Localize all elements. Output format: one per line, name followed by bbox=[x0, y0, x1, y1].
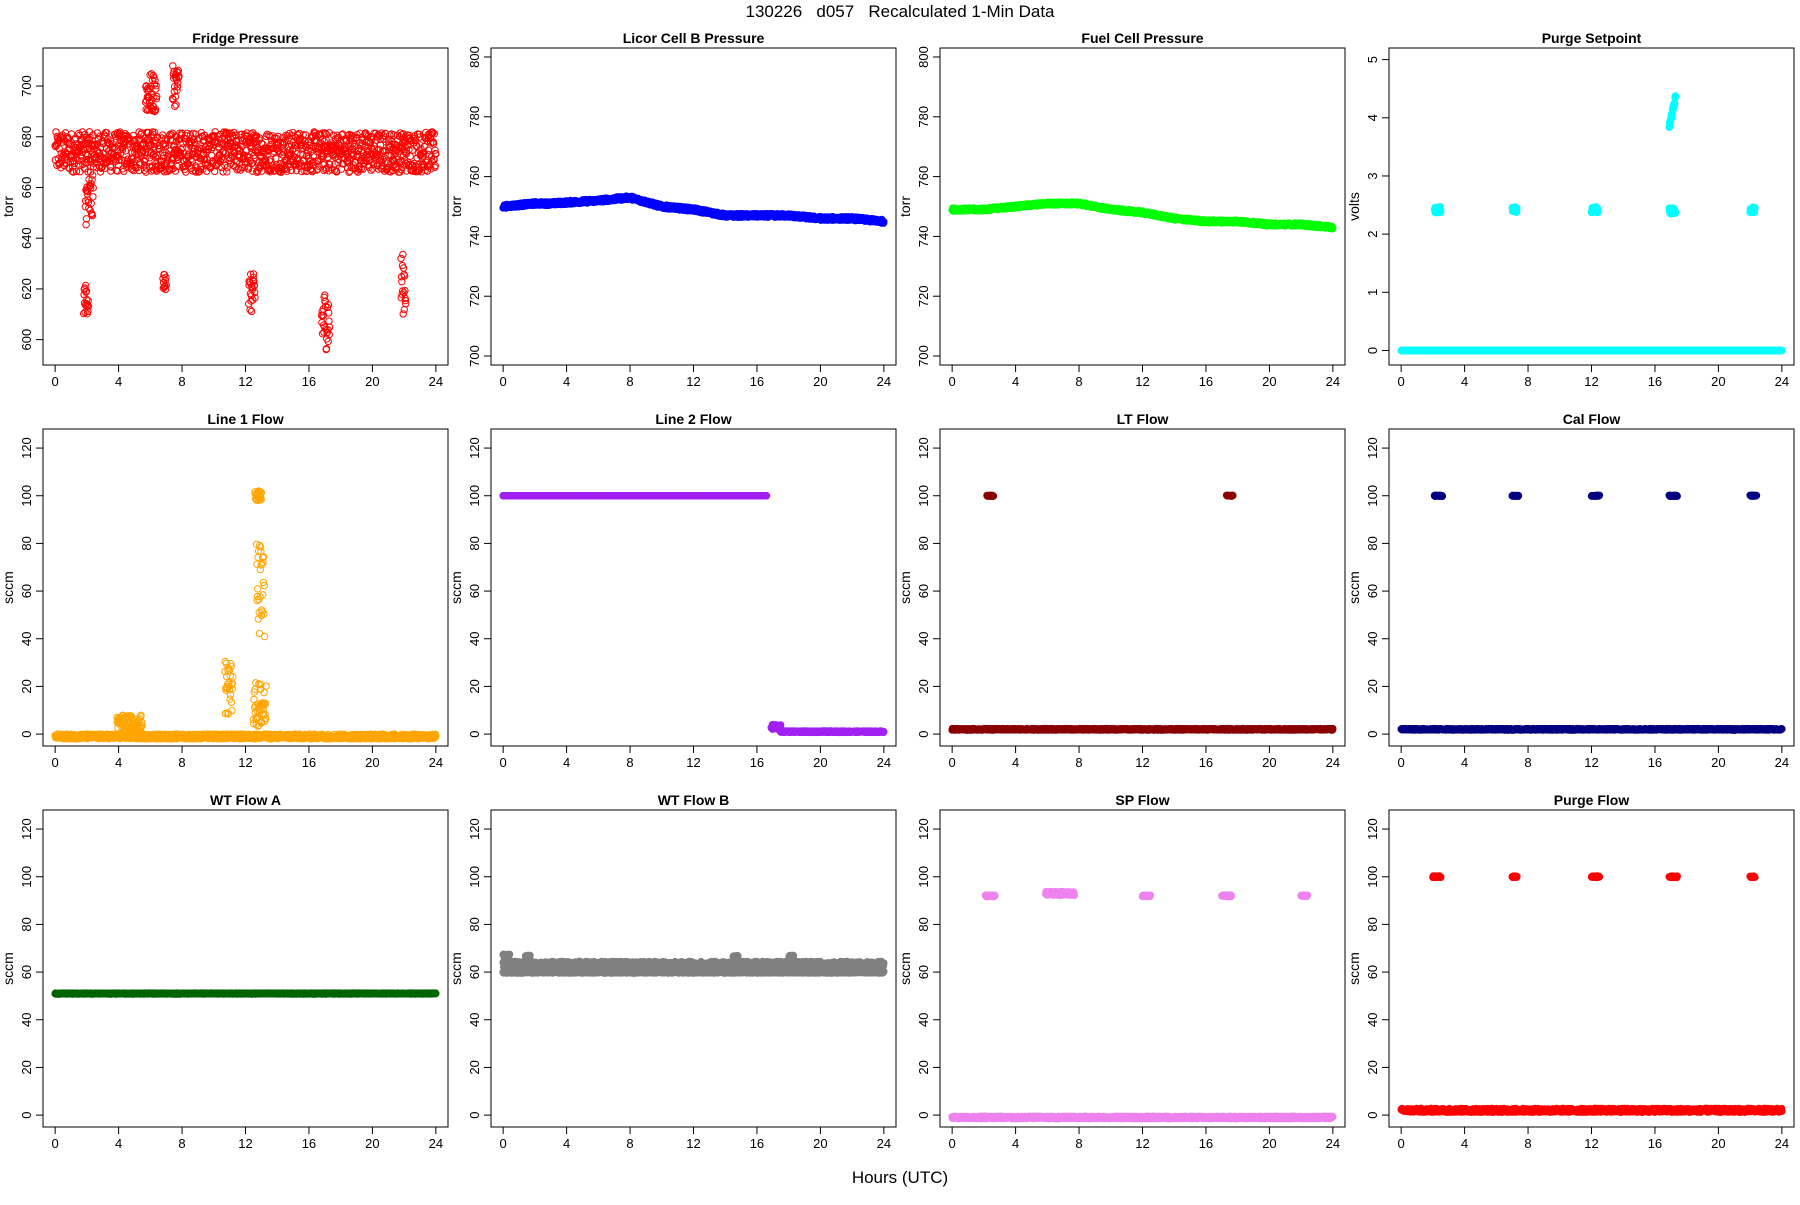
y-tick-label: 780 bbox=[467, 106, 482, 128]
y-tick-label: 600 bbox=[19, 329, 34, 351]
x-tick-label: 4 bbox=[1012, 374, 1019, 389]
y-tick-label: 760 bbox=[916, 166, 931, 188]
y-tick-label: 720 bbox=[467, 285, 482, 307]
y-tick-label: 1 bbox=[1365, 289, 1380, 296]
y-axis-label: torr bbox=[448, 196, 464, 217]
x-tick-label: 20 bbox=[1711, 374, 1725, 389]
x-tick-label: 4 bbox=[563, 374, 570, 389]
x-tick-label: 16 bbox=[1199, 374, 1213, 389]
y-tick-label: 800 bbox=[916, 46, 931, 68]
x-tick-label: 24 bbox=[429, 374, 443, 389]
x-tick-label: 24 bbox=[877, 374, 891, 389]
y-axis-label: torr bbox=[0, 196, 16, 217]
x-tick-label: 16 bbox=[750, 374, 764, 389]
x-tick-label: 20 bbox=[813, 374, 827, 389]
x-tick-label: 0 bbox=[949, 374, 956, 389]
x-tick-label: 20 bbox=[1262, 374, 1276, 389]
x-tick-label: 20 bbox=[365, 374, 379, 389]
data-points bbox=[1398, 93, 1785, 354]
x-tick-label: 0 bbox=[52, 374, 59, 389]
x-tick-label: 4 bbox=[1461, 374, 1468, 389]
y-tick-label: 740 bbox=[916, 226, 931, 248]
y-tick-label: 720 bbox=[916, 285, 931, 307]
y-tick-label: 0 bbox=[1365, 347, 1380, 354]
chart-panel: Fridge Pressure 0 4 8 12 16 20 24 600 620 640 660 68… bbox=[0, 30, 448, 389]
data-point bbox=[398, 255, 404, 261]
chart-panel: Fuel Cell Pressure 0 4 8 12 16 20 24 700 720 740 76… bbox=[897, 30, 1345, 389]
x-tick-label: 24 bbox=[1775, 374, 1789, 389]
chart-panel: Licor Cell B Pressure 0 4 8 12 16 20 24 700 720 74… bbox=[448, 30, 896, 389]
x-tick-label: 12 bbox=[238, 374, 252, 389]
data-point bbox=[247, 307, 253, 313]
y-axis-label: torr bbox=[897, 196, 913, 217]
data-point bbox=[400, 251, 406, 257]
data-point bbox=[173, 102, 179, 108]
y-tick-label: 700 bbox=[19, 75, 34, 97]
chart-title: Fridge Pressure bbox=[192, 30, 299, 46]
data-point bbox=[400, 265, 406, 271]
chart-title: Purge Setpoint bbox=[1542, 30, 1642, 46]
x-tick-label: 12 bbox=[686, 374, 700, 389]
plot-frame bbox=[43, 48, 448, 365]
y-tick-label: 640 bbox=[19, 227, 34, 249]
data-point bbox=[248, 308, 254, 314]
x-tick-label: 4 bbox=[115, 374, 122, 389]
y-tick-label: 700 bbox=[467, 345, 482, 367]
x-tick-label: 16 bbox=[1648, 374, 1662, 389]
x-tick-label: 0 bbox=[500, 374, 507, 389]
data-point bbox=[90, 194, 96, 200]
data-points bbox=[949, 199, 1336, 232]
y-tick-label: 4 bbox=[1365, 114, 1380, 121]
data-point bbox=[401, 306, 407, 312]
y-tick-label: 740 bbox=[467, 226, 482, 248]
y-tick-label: 780 bbox=[916, 106, 931, 128]
x-tick-label: 8 bbox=[178, 374, 185, 389]
x-tick-label: 24 bbox=[1326, 374, 1340, 389]
x-tick-label: 16 bbox=[302, 374, 316, 389]
y-tick-label: 660 bbox=[19, 177, 34, 199]
y-tick-label: 680 bbox=[19, 126, 34, 148]
y-tick-label: 620 bbox=[19, 278, 34, 300]
data-point bbox=[326, 318, 332, 324]
x-tick-label: 8 bbox=[1524, 374, 1531, 389]
y-tick-label: 760 bbox=[467, 166, 482, 188]
y-tick-label: 5 bbox=[1365, 56, 1380, 63]
chart-title: Fuel Cell Pressure bbox=[1081, 30, 1203, 46]
x-tick-label: 12 bbox=[1135, 374, 1149, 389]
chart-title: Licor Cell B Pressure bbox=[623, 30, 765, 46]
x-tick-label: 12 bbox=[1584, 374, 1598, 389]
y-axis-label: volts bbox=[1346, 192, 1362, 221]
x-tick-label: 0 bbox=[1398, 374, 1405, 389]
x-tick-label: 8 bbox=[1075, 374, 1082, 389]
y-tick-label: 3 bbox=[1365, 172, 1380, 179]
data-points bbox=[52, 63, 439, 353]
data-point bbox=[881, 219, 887, 225]
y-tick-label: 700 bbox=[916, 345, 931, 367]
figure-title: 130226 d057 Recalculated 1-Min Data bbox=[0, 2, 1800, 22]
data-point bbox=[1330, 225, 1336, 231]
data-point bbox=[400, 311, 406, 317]
x-tick-label: 8 bbox=[626, 374, 633, 389]
y-tick-label: 2 bbox=[1365, 231, 1380, 238]
y-tick-label: 800 bbox=[467, 46, 482, 68]
data-points bbox=[500, 193, 887, 226]
